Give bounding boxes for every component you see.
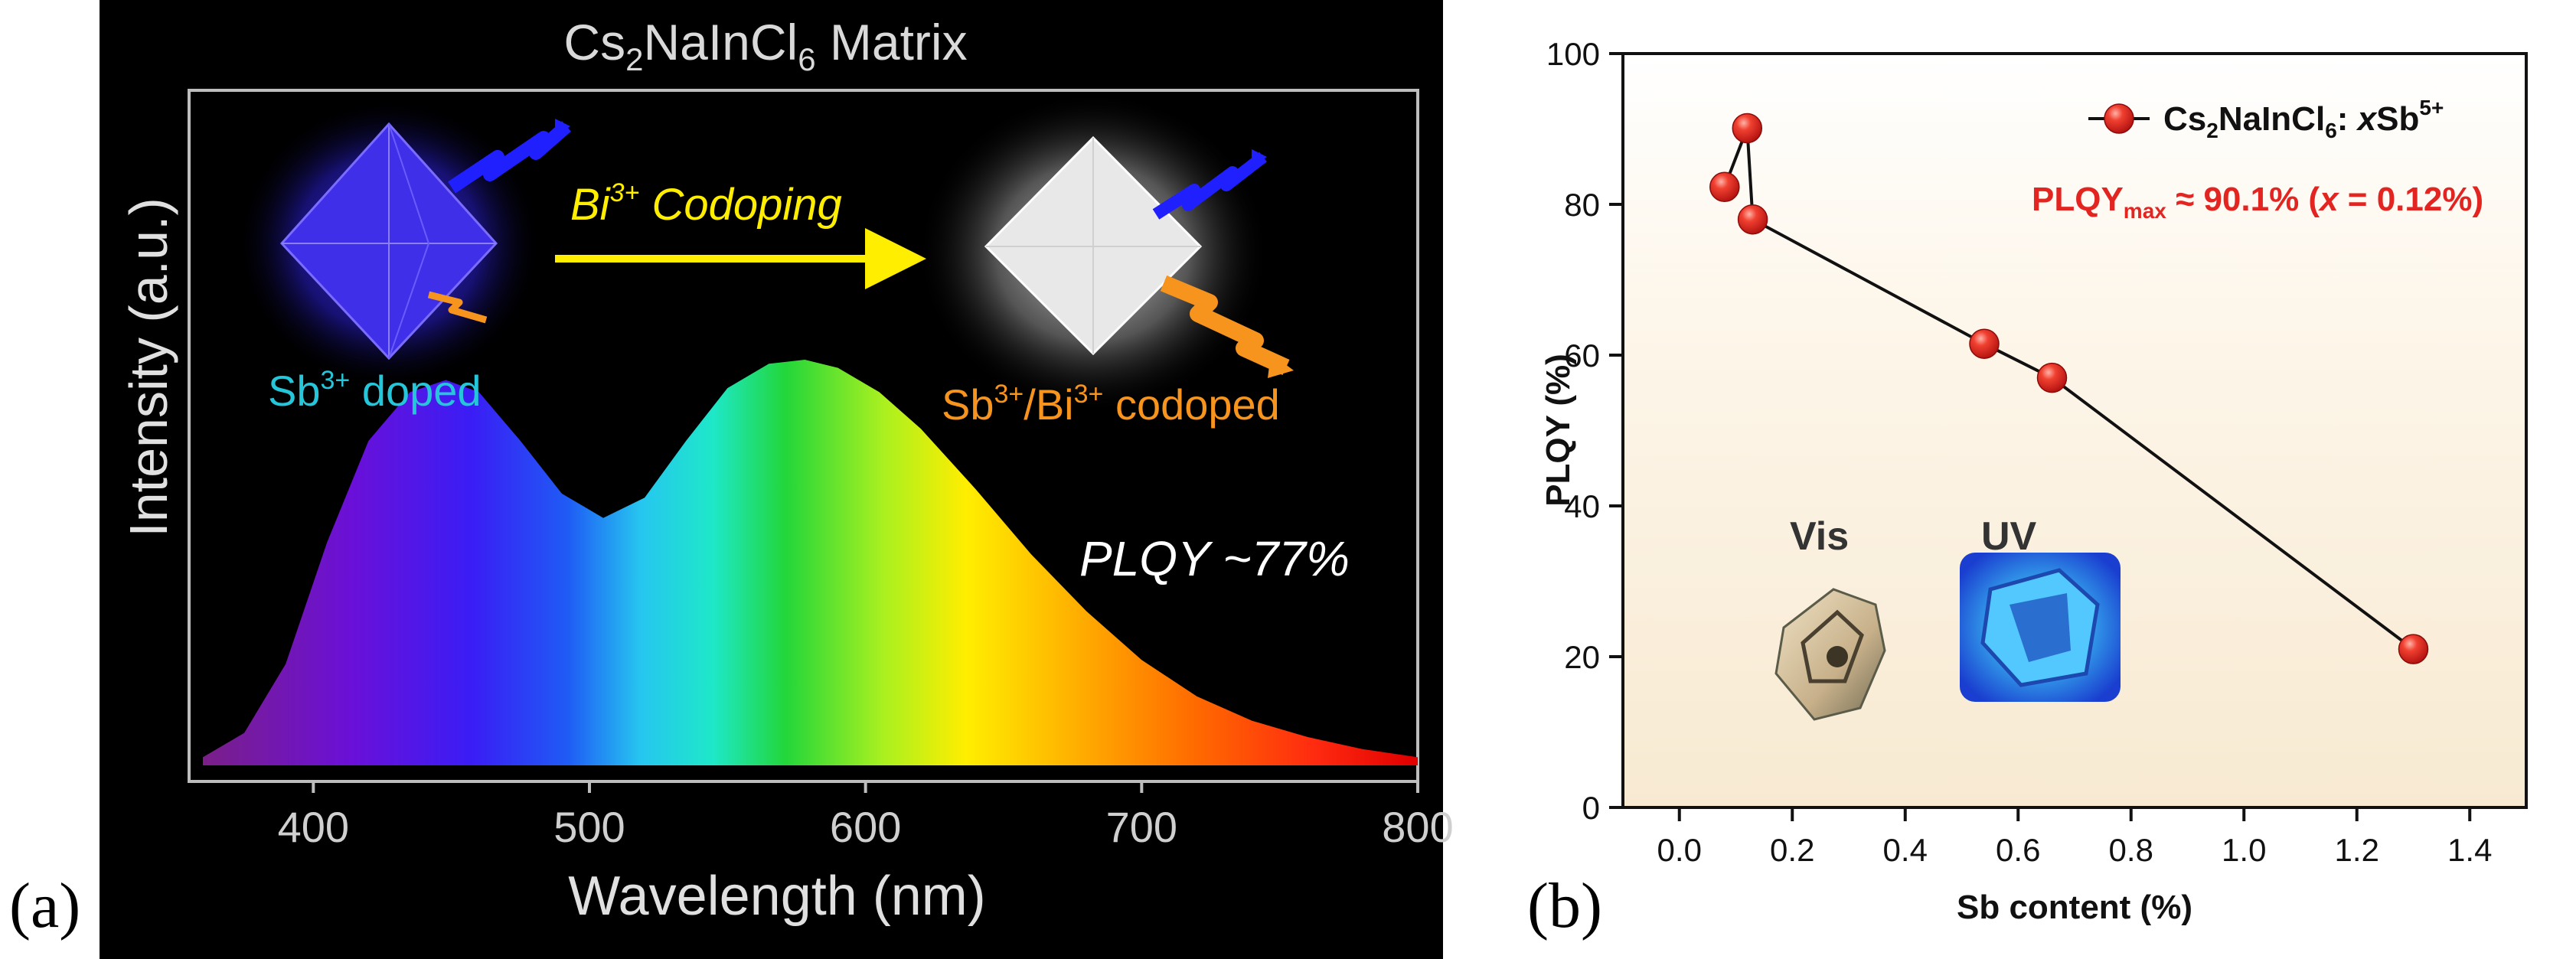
inset-uv-label: UV xyxy=(1981,514,2037,559)
orange-emission-bolt-icon xyxy=(427,291,488,324)
y-tick-label: 100 xyxy=(1546,36,1600,72)
data-point xyxy=(1737,204,1768,235)
panel-a-x-axis-label: Wavelength (nm) xyxy=(568,866,986,927)
x-tick-label: 0.2 xyxy=(1770,832,1814,868)
plot-frame xyxy=(188,89,1419,783)
codoped-crystal-icon xyxy=(917,92,1269,413)
emission-spectrum-area xyxy=(203,360,1418,765)
inset-vis-photo xyxy=(1774,588,1886,721)
y-tick-label: 60 xyxy=(1564,338,1600,373)
panel-a-y-axis-label: Intensity (a.u.) xyxy=(119,197,178,537)
plqy-vs-sb-panel: 0.0 0.2 0.4 0.6 0.8 1.0 1.2 1.4 0 20 40 60 80 100 Vis… xyxy=(1539,36,2528,926)
x-tick-label: 500 xyxy=(553,803,625,851)
data-point xyxy=(2036,362,2068,393)
plqy-max-annotation: PLQYmax ≈ 90.1% (x = 0.12%) xyxy=(2032,181,2483,223)
panel-label-b: (b) xyxy=(1527,870,1602,941)
inset-vis-label: Vis xyxy=(1790,514,1849,559)
data-point xyxy=(2398,634,2429,664)
x-tick-label: 800 xyxy=(1382,803,1453,851)
plot-area: 0.0 0.2 0.4 0.6 0.8 1.0 1.2 1.4 0 20 40 60 80 100 xyxy=(1546,36,2493,868)
codoped-blue-bolt-icon xyxy=(1152,149,1267,220)
x-tick-label: 400 xyxy=(278,803,349,851)
blue-emission-bolt-icon xyxy=(448,119,571,194)
y-tick-label: 80 xyxy=(1564,187,1600,223)
panel-a-title: Cs2NaInCl6 Matrix xyxy=(563,14,967,77)
data-point xyxy=(1969,328,2000,359)
plqy-annotation: PLQY ~77% xyxy=(1079,531,1350,586)
inset-uv-photo xyxy=(1960,553,2121,702)
emission-spectrum-panel: Cs2NaInCl6 Matrix Sb3+ doped Bi3+ Codopi… xyxy=(100,0,1454,959)
legend-label: Cs2NaInCl6: xSb5+ xyxy=(2163,96,2444,142)
y-tick-label: 20 xyxy=(1564,639,1600,675)
y-tick-label: 0 xyxy=(1582,790,1600,826)
panel-b-x-axis-label: Sb content (%) xyxy=(1957,889,2192,926)
plot-frame xyxy=(1621,52,2528,809)
codoped-label: Sb3+/Bi3+ codoped xyxy=(942,380,1280,429)
x-tick-label: 0.0 xyxy=(1657,832,1702,868)
x-tick-label: 1.0 xyxy=(2222,832,2266,868)
x-tick-label: 0.6 xyxy=(1996,832,2040,868)
x-tick-label: 0.4 xyxy=(1883,832,1928,868)
sb-doped-label: Sb3+ doped xyxy=(268,366,482,415)
data-point xyxy=(1732,113,1763,144)
codoping-label: Bi3+ Codoping xyxy=(570,178,842,230)
codoped-orange-bolt-icon xyxy=(1160,275,1294,378)
x-tick-label: 1.2 xyxy=(2335,832,2379,868)
data-point xyxy=(1709,171,1740,203)
x-tick-label: 600 xyxy=(830,803,901,851)
panel-a-x-ticks: 400 500 600 700 800 xyxy=(278,781,1454,851)
x-tick-label: 0.8 xyxy=(2109,832,2153,868)
x-tick-label: 700 xyxy=(1106,803,1177,851)
sb-doped-crystal-icon xyxy=(236,98,542,389)
legend: Cs2NaInCl6: xSb5+ xyxy=(2088,96,2444,142)
panel-label-a: (a) xyxy=(9,870,81,941)
legend-marker xyxy=(2104,103,2134,134)
panel-b-y-axis-label: PLQY (%) xyxy=(1539,354,1577,507)
x-tick-label: 1.4 xyxy=(2447,832,2492,868)
y-tick-label: 40 xyxy=(1564,488,1600,524)
